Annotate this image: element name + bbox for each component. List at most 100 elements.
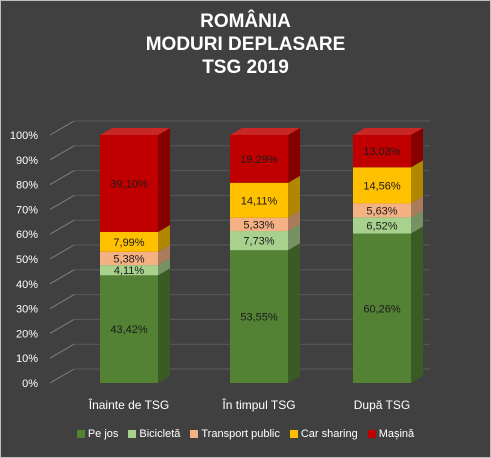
data-label: 5,33% [243, 219, 274, 231]
y-tick-label: 70% [16, 204, 38, 216]
chart-title-line-3: TSG 2019 [202, 57, 289, 78]
data-label: 19,29% [240, 154, 278, 166]
data-label: 5,38% [113, 253, 144, 265]
bar-segment: 5,33% [230, 210, 300, 232]
gridline-diag [49, 194, 75, 210]
bar-side [158, 258, 170, 276]
y-tick-label: 30% [16, 304, 38, 316]
legend-swatch [190, 430, 199, 438]
category-label: În timpul TSG [221, 397, 295, 412]
y-tick-label: 80% [16, 180, 38, 192]
bar-segment: 7,73% [230, 224, 300, 251]
bar-front [100, 231, 158, 252]
data-label: 53,55% [240, 312, 278, 324]
data-label: 5,63% [366, 205, 397, 217]
bar-top [353, 128, 423, 135]
gridline-diag [49, 368, 75, 384]
data-label: 13,03% [363, 146, 401, 158]
gridline-diag [49, 170, 75, 186]
bar-side [158, 224, 170, 252]
bar-side [411, 128, 423, 168]
y-tick-label: 20% [16, 328, 38, 340]
bar-side [411, 196, 423, 218]
legend-label: Bicicletă [139, 428, 181, 440]
legend-item: Car sharing [289, 428, 358, 440]
gridline-diag [49, 343, 75, 359]
gridline-diag [49, 318, 75, 334]
y-tick-label: 90% [16, 155, 38, 167]
y-tick-label: 100% [10, 130, 38, 142]
legend-item: Mașină [367, 428, 414, 440]
bar-segment: 13,03% [353, 128, 423, 168]
bar-side [288, 127, 300, 183]
legend-label: Transport public [201, 428, 280, 440]
legend-item: Pe jos [76, 428, 119, 440]
bar-front [353, 203, 411, 218]
bar-segment: 53,55% [230, 243, 300, 383]
bar-top [230, 127, 300, 135]
bar-segment: 19,29% [230, 127, 300, 183]
data-label: 4,11% [114, 265, 145, 277]
bar-front [100, 135, 158, 232]
chart-title: ROMÂNIA MODURI DEPLASARE TSG 2019 [0, 10, 491, 79]
gridline-diag [49, 269, 75, 285]
bar-segment: 5,63% [353, 196, 423, 217]
bar-side [288, 243, 300, 383]
bar-side [158, 268, 170, 383]
legend: Pe jos Bicicletă Transport public Car shari… [0, 428, 491, 440]
bar-front [230, 231, 288, 251]
bar-front [100, 251, 158, 266]
data-label: 60,26% [363, 303, 401, 315]
bar-front [353, 233, 411, 383]
bars: 43,42% 4,11%5,38% 7,99% 39,10% 53,55% 7,73% 5,… [100, 127, 423, 383]
bar-front [230, 217, 288, 232]
chart-title-line-1: ROMÂNIA [200, 11, 291, 32]
y-tick-label: 50% [16, 254, 38, 266]
legend-swatch [367, 430, 376, 438]
data-label: 7,99% [113, 237, 144, 249]
legend-label: Car sharing [300, 428, 358, 440]
bar-segment: 60,26% [353, 226, 423, 383]
data-label: 14,56% [363, 180, 401, 192]
bar-top [100, 128, 170, 135]
y-tick-label: 40% [16, 279, 38, 291]
gridline-diag [49, 219, 75, 235]
gridline-diag [49, 120, 75, 136]
bar-segment: 14,11% [230, 175, 300, 218]
bar-segment: 7,99% [100, 224, 170, 252]
legend-swatch [289, 430, 298, 438]
bar-side [158, 128, 170, 232]
bar-front [353, 217, 411, 234]
legend-swatch [76, 430, 85, 438]
bar-segment: 14,56% [353, 160, 423, 204]
gridline-diag [49, 145, 75, 161]
category-label: După TSG [354, 398, 410, 412]
y-tick-label: 10% [16, 353, 38, 365]
data-label: 39,10% [110, 178, 148, 190]
bar-segment: 4,11% [100, 258, 170, 277]
legend-item: Bicicletă [128, 428, 180, 440]
bar-segment: 39,10% [100, 128, 170, 232]
bar-segment: 43,42% [100, 268, 170, 383]
bar-side [411, 210, 423, 234]
bar-side [288, 175, 300, 218]
bar-side [411, 226, 423, 383]
legend-label: Pe jos [87, 428, 119, 440]
x-axis-categories: Înainte de TSG În timpul TSG După TSG [88, 397, 410, 412]
bar-side [288, 210, 300, 232]
bar-side [411, 160, 423, 204]
data-label: 43,42% [110, 324, 148, 336]
data-label: 6,52% [366, 220, 397, 232]
bar-front [230, 134, 288, 183]
bar-front [353, 135, 411, 168]
bar-front [230, 250, 288, 383]
bar-front [353, 167, 411, 204]
data-label: 14,11% [241, 195, 278, 207]
bar-segment: 6,52% [353, 210, 423, 234]
legend-item: Transport public [190, 428, 280, 440]
bar-front [230, 182, 288, 218]
bar-front [100, 265, 158, 276]
chart-title-line-2: MODURI DEPLASARE [145, 34, 346, 55]
gridline-diag [49, 244, 75, 260]
